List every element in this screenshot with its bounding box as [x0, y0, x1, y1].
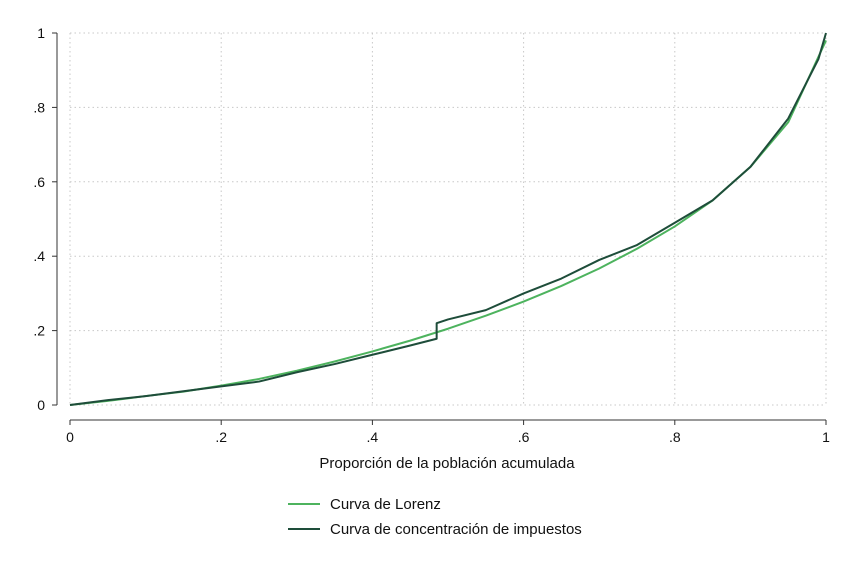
y-tick-label-3: .6 [33, 174, 45, 190]
x-tick-label-5: 1 [822, 429, 830, 445]
y-tick-label-1: .2 [33, 323, 45, 339]
x-tick-label-4: .8 [669, 429, 681, 445]
y-tick-label-2: .4 [33, 248, 45, 264]
x-tick-label-3: .6 [518, 429, 530, 445]
grid-layer [69, 32, 827, 406]
y-tick-label-0: 0 [37, 397, 45, 413]
series-line-0 [69, 40, 827, 406]
series-layer [69, 32, 827, 406]
x-tick-label-2: .4 [367, 429, 379, 445]
legend-label-1: Curva de concentración de impuestos [330, 521, 582, 538]
y-tick-label-4: .8 [33, 99, 45, 115]
legend: Curva de Lorenz Curva de concentración de… [288, 496, 582, 538]
x-tick-label-0: 0 [66, 429, 74, 445]
legend-label-0: Curva de Lorenz [330, 496, 441, 513]
axis-layer: 0 .2 .4 .6 .8 1 0 .2 .4 .6 .8 1 [33, 25, 830, 445]
x-tick-label-1: .2 [215, 429, 227, 445]
series-line-1 [69, 32, 827, 406]
y-tick-label-5: 1 [37, 25, 45, 41]
x-axis-title: Proporción de la población acumulada [319, 455, 575, 472]
